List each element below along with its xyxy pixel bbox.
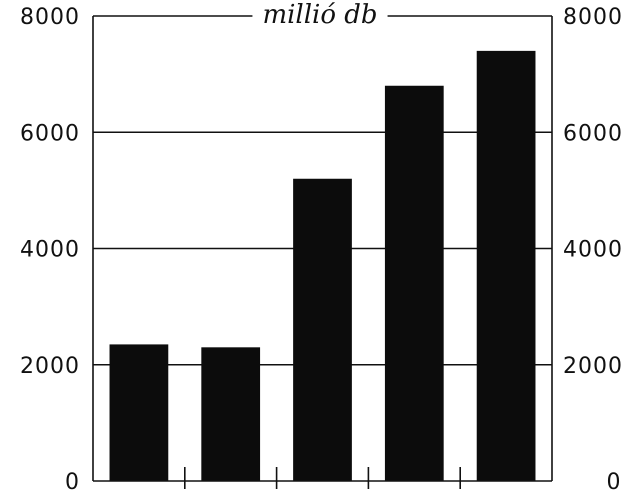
bar-4 [384, 85, 444, 481]
right-y-tick-labels: 0 2000 4000 6000 8000 [563, 5, 623, 491]
bar-5 [476, 50, 536, 481]
left-y-tick-label-6000: 6000 [20, 121, 80, 146]
left-y-tick-label-8000: 8000 [20, 5, 80, 30]
left-y-tick-labels: 0 2000 4000 6000 8000 [20, 5, 80, 491]
bar-1 [109, 344, 169, 481]
right-y-tick-label-0: 0 [607, 470, 622, 491]
left-y-tick-label-4000: 4000 [20, 238, 80, 263]
bar-3 [293, 178, 352, 481]
bars [109, 50, 536, 481]
left-y-tick-label-2000: 2000 [20, 354, 80, 379]
unit-label: millió db [262, 0, 377, 30]
right-y-tick-label-4000: 4000 [563, 238, 623, 263]
bar-2 [201, 347, 261, 481]
right-y-tick-label-6000: 6000 [563, 121, 623, 146]
unit-label-background [252, 0, 388, 30]
right-y-tick-label-2000: 2000 [563, 354, 623, 379]
right-y-tick-label-8000: 8000 [563, 5, 623, 30]
left-y-tick-label-0: 0 [65, 470, 80, 491]
axes [92, 16, 553, 489]
